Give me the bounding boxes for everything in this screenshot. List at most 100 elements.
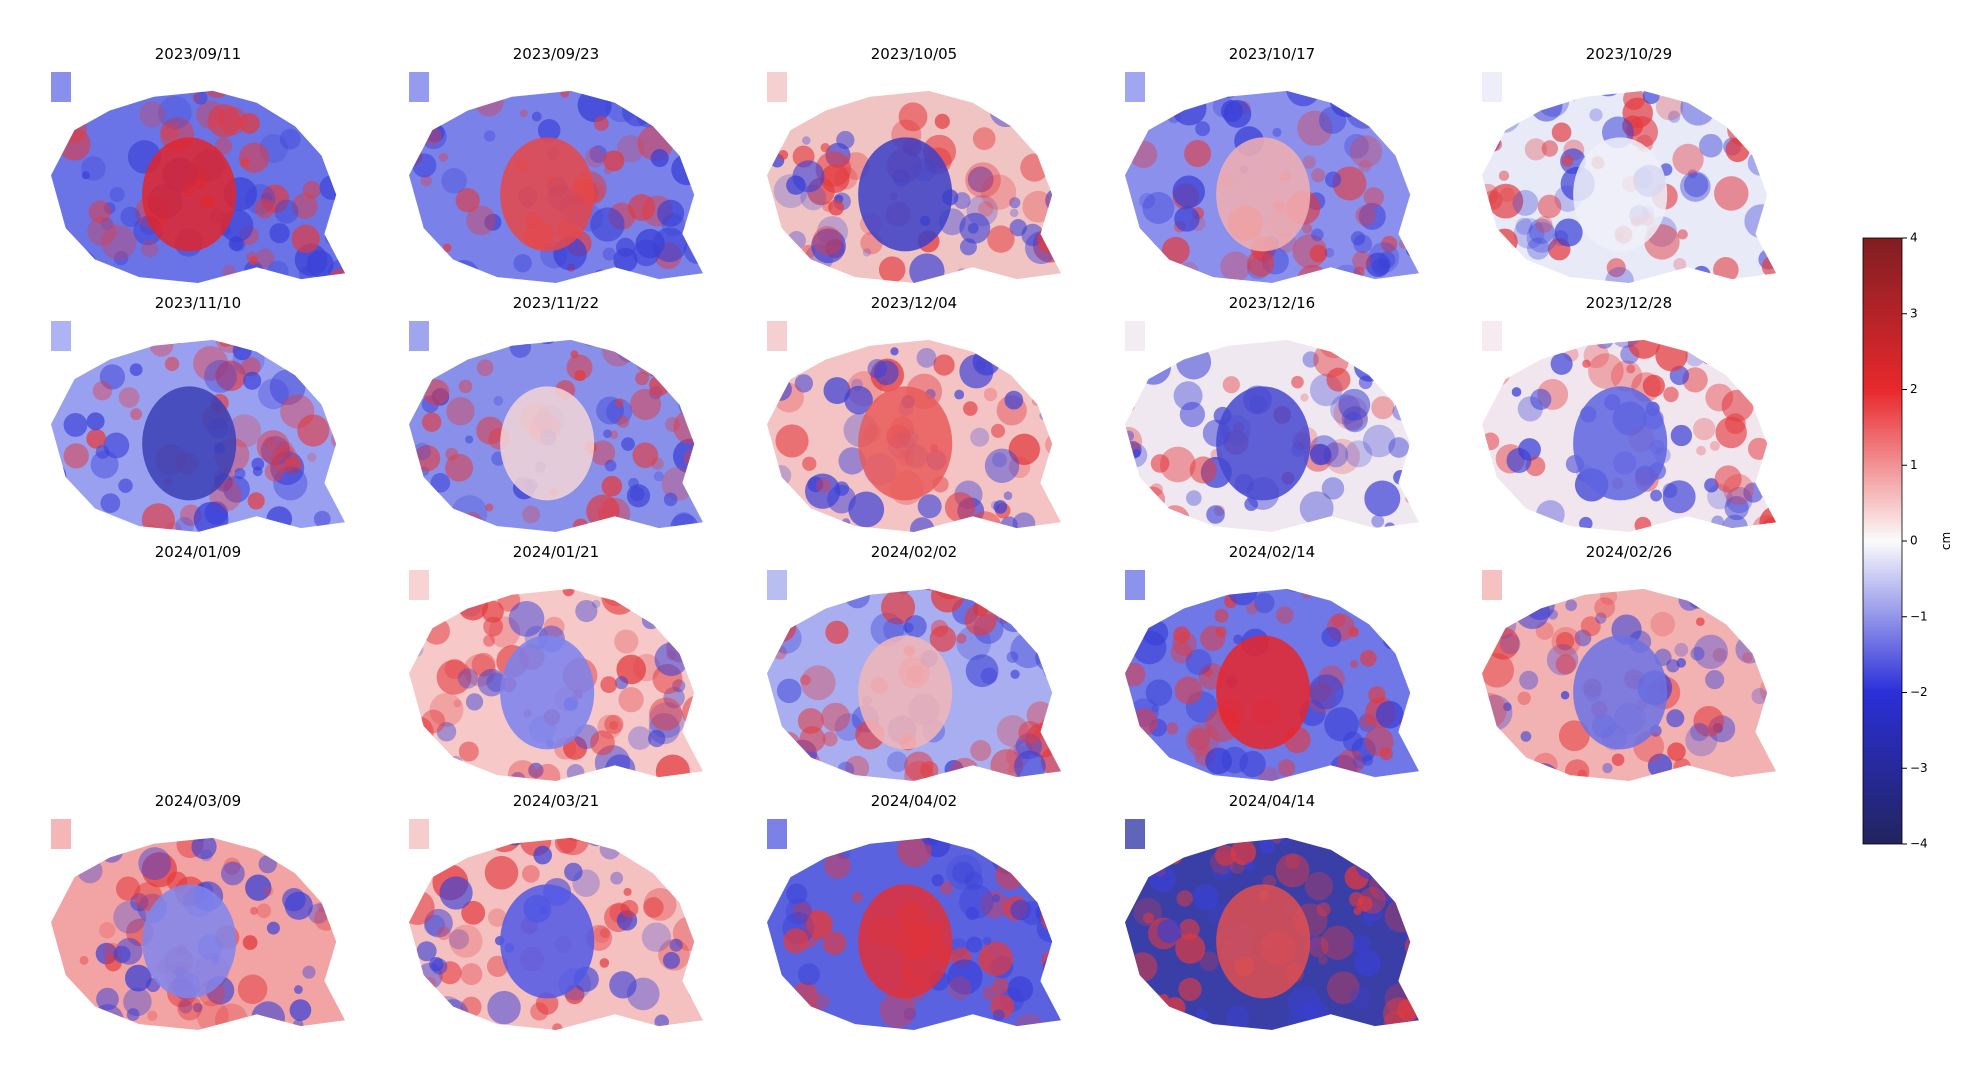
map-speckle <box>1534 588 1567 605</box>
map-speckle <box>1041 949 1061 972</box>
map-speckle <box>967 166 994 193</box>
map-speckle <box>1382 364 1401 384</box>
map-speckle <box>160 339 196 342</box>
map-speckle <box>1139 486 1166 513</box>
map-speckle <box>1007 976 1034 1003</box>
panel-title: 2024/04/02 <box>871 792 957 810</box>
deformation-map <box>409 837 703 1030</box>
map-speckle <box>1150 454 1170 473</box>
map-speckle <box>413 442 431 461</box>
map-speckle <box>1580 616 1601 637</box>
map-speckle <box>141 503 175 532</box>
map-speckle <box>1132 630 1167 665</box>
map-speckle <box>793 589 821 617</box>
map-speckle <box>330 471 345 496</box>
map-speckle <box>1009 208 1019 218</box>
map-speckle <box>956 268 967 278</box>
map-speckle <box>1358 375 1373 390</box>
map-speckle <box>1705 670 1725 690</box>
map-speckle <box>1482 738 1490 752</box>
map-speckle <box>584 90 619 96</box>
map-speckle <box>616 59 647 90</box>
map-speckle <box>1766 679 1776 698</box>
map-speckle <box>70 254 93 278</box>
map-speckle <box>657 199 685 227</box>
map-speckle <box>1359 650 1377 667</box>
map-speckle <box>1143 562 1162 581</box>
map-speckle <box>991 423 1006 438</box>
map-speckle <box>1488 137 1503 151</box>
map-speckle <box>920 761 939 780</box>
map-speckle <box>769 601 786 618</box>
map-speckle <box>484 213 502 231</box>
map-speckle <box>684 132 694 142</box>
map-speckle <box>992 894 1001 903</box>
map-speckle <box>1741 90 1769 118</box>
map-speckle <box>1382 127 1399 145</box>
map-speckle <box>1693 634 1728 670</box>
map-speckle <box>844 588 870 609</box>
map-speckle <box>1311 168 1326 183</box>
map-speckle <box>767 1002 788 1030</box>
map-speckle <box>63 412 88 437</box>
map-speckle <box>1594 597 1616 619</box>
map-speckle <box>1695 617 1705 626</box>
map-speckle <box>1040 643 1053 656</box>
map-speckle <box>1579 516 1593 531</box>
map-speckle <box>836 845 851 860</box>
map-speckle <box>1409 921 1419 937</box>
map-speckle <box>1302 223 1313 234</box>
map-speckle <box>992 452 1007 468</box>
map-speckle <box>991 90 1025 109</box>
map-speckle <box>1206 505 1225 524</box>
colorbar-tick-label: 4 <box>1910 231 1918 245</box>
map-speckle <box>1368 242 1400 274</box>
map-speckle <box>1544 339 1570 353</box>
map-speckle <box>983 387 998 402</box>
colorbar-tick-label: 2 <box>1910 382 1918 396</box>
map-speckle <box>1244 497 1259 512</box>
map-speckle <box>493 396 504 406</box>
map-speckle <box>1168 566 1183 581</box>
map-speckle <box>1364 480 1401 517</box>
map-speckle <box>486 955 509 977</box>
map-speckle <box>266 506 293 532</box>
map-speckle <box>177 995 203 1021</box>
map-speckle <box>1140 257 1167 283</box>
map-speckle <box>461 90 480 106</box>
map-speckle <box>1721 389 1754 422</box>
map-speckle <box>1488 183 1524 219</box>
deformation-center <box>500 884 595 999</box>
map-speckle <box>1750 90 1776 96</box>
map-speckle <box>522 864 540 883</box>
map-speckle <box>508 601 545 637</box>
map-speckle <box>1355 205 1376 226</box>
map-speckle <box>269 223 290 244</box>
map-speckle <box>1331 264 1363 284</box>
map-corner <box>767 72 787 102</box>
map-speckle <box>1140 241 1158 258</box>
map-speckle <box>1004 390 1024 410</box>
map-speckle <box>767 216 777 237</box>
map-corner <box>409 72 429 102</box>
map-speckle <box>1482 432 1500 451</box>
map-speckle <box>1010 899 1031 921</box>
map-speckle <box>1751 688 1768 705</box>
map-speckle <box>1258 766 1280 781</box>
map-speckle <box>599 958 610 968</box>
map-speckle <box>1641 326 1652 337</box>
map-speckle <box>266 921 280 935</box>
map-speckle <box>1685 346 1705 367</box>
map-speckle <box>239 112 260 134</box>
map-speckle <box>113 79 122 88</box>
map-speckle <box>822 931 847 955</box>
map-speckle <box>972 348 1001 376</box>
map-speckle <box>1301 588 1312 599</box>
map-speckle <box>1040 904 1061 932</box>
map-speckle <box>312 837 333 843</box>
map-corner <box>1482 321 1502 351</box>
map-speckle <box>255 248 275 268</box>
map-corner <box>767 321 787 351</box>
map-speckle <box>445 447 458 461</box>
map-speckle <box>880 590 916 625</box>
